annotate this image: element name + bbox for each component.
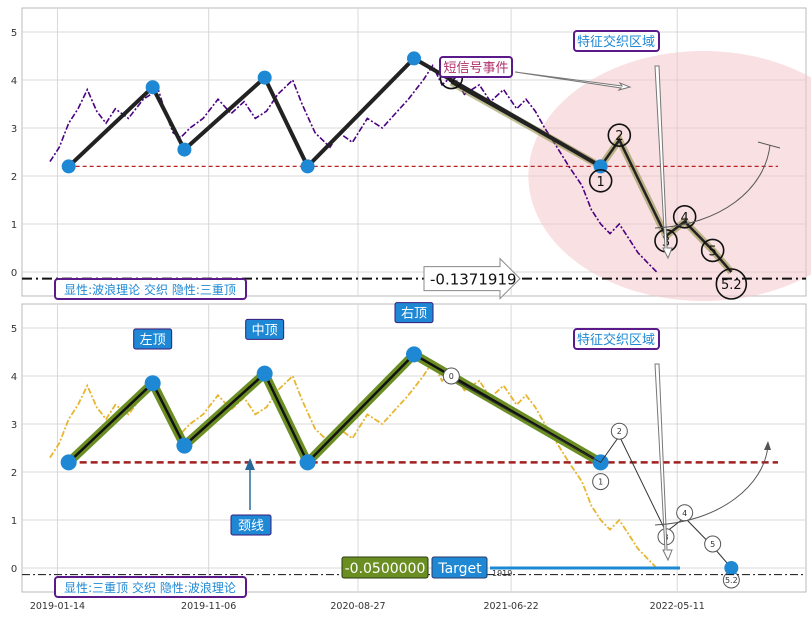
target-point [724,561,739,575]
pattern-point [61,159,76,174]
top-label: 左顶 [140,333,166,348]
y-tick-label: 2 [11,172,17,183]
y-tick-label: 3 [11,420,17,431]
neckline-label: 颈线 [238,519,264,534]
x-tick-label: 2021-06-22 [483,601,538,612]
price-line [49,63,658,273]
pattern-point [299,454,316,471]
pattern-point [60,454,77,471]
small-tag: 1919 [492,569,512,578]
pattern-point [407,51,421,66]
top-label-box [394,302,434,324]
y-tick-label: 1 [11,220,17,231]
target-box [431,556,488,579]
y-tick-label: 0 [11,564,17,575]
wave-label: 0 [447,72,455,87]
pattern-point [300,159,315,174]
y-tick-label: 2 [11,468,17,479]
wave-label-circle [704,535,722,553]
wave-label-circle [715,268,748,300]
y-tick-label: 5 [11,28,17,39]
x-tick-label: 2019-11-06 [181,601,236,612]
curve-arrow-head [764,441,771,450]
y-tick-label: 1 [11,516,17,527]
pattern-point [176,437,193,454]
legend-box [54,576,247,598]
wave-label-circle [700,238,725,263]
wave-label: 4 [682,509,687,518]
price-tag-label: -0.1371919 [430,271,517,289]
feature-zone-label: 特征交织区域 [577,34,655,50]
feature-zone-box [573,30,660,52]
bottom-panel-content: 0123455.2左顶中顶右顶颈线特征交织区域-0.0500000Target1… [22,302,806,612]
wave-label: 5.2 [721,278,742,293]
signal-event-box [439,56,513,78]
wave-label-circle [442,367,460,385]
feature-zone-label: 特征交织区域 [577,332,655,348]
x-tick-label: 2019-01-14 [30,601,85,612]
pattern-point [177,142,192,157]
value-label: -0.0500000 [345,561,426,577]
wave-label: 1 [598,478,603,487]
y-tick-label: 4 [11,372,17,383]
pattern-point [145,80,160,95]
wave-label: 1 [597,175,605,190]
pattern-point [257,70,272,85]
y-tick-label: 0 [11,268,17,279]
y-tick-label: 5 [11,324,17,335]
curve-arrow-head [757,141,781,149]
pattern-point [144,375,161,392]
value-box [341,556,429,579]
feature-zone-box [573,328,660,350]
wave-label: 2 [615,129,623,144]
bottom-panel: 0 1 2 3 4 5 [11,303,807,593]
wave-label-circle [588,169,613,193]
neckline-arrow-head [245,458,255,470]
y-tick-label: 3 [11,124,17,135]
target-label: Target [437,561,482,577]
wave-label-circle [610,422,628,440]
curve-arrow [654,144,771,229]
wave-label-circle [592,473,610,491]
wave-label: 2 [617,427,622,436]
pattern-point [256,365,273,382]
legend-label: 显性:三重顶 交织 隐性:波浪理论 [64,580,236,595]
y-tick-label: 4 [11,76,17,87]
signal-event-label: 短信号事件 [443,61,508,76]
top-label-box [245,318,285,340]
x-tick-label: 2022-05-11 [650,601,705,612]
wave-label: 5 [709,244,717,259]
wave-label: 0 [449,372,454,381]
signal-arrow [514,71,632,91]
neckline-label-box [230,514,272,536]
legend-box [54,278,247,300]
top-label-box [133,328,173,350]
pattern-point [406,346,422,363]
feature-zone-ellipse [528,51,811,301]
wave-label: 5.2 [725,576,738,585]
price-tag-box [423,257,521,300]
feature-zone-arrow [654,363,673,562]
feature-zone-arrow [654,65,673,260]
wave-label: 4 [681,211,689,226]
legend-label: 显性:波浪理论 交织 隐性:三重顶 [64,282,236,297]
wave-label: 5 [710,540,715,549]
x-tick-label: 2020-08-27 [330,601,385,612]
curve-arrow [654,444,769,526]
wave-label-circle [607,123,632,147]
top-label: 右顶 [401,307,427,322]
top-label: 中顶 [252,323,278,338]
wave-label-circle [672,205,697,229]
